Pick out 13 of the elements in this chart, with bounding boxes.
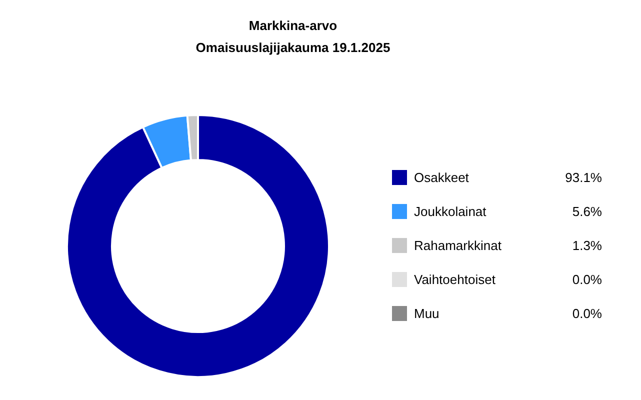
legend-label: Rahamarkkinat [414, 238, 502, 252]
chart-subtitle: Omaisuuslajijakauma 19.1.2025 [194, 40, 392, 55]
text: 0.0% [572, 272, 602, 286]
data-label: 1.3% [572, 238, 602, 252]
data-label: 5.6% [572, 204, 602, 218]
legend-label: Joukkolainat [414, 204, 488, 218]
donut-slice [66, 114, 330, 378]
chart-title: Markkina-arvo [248, 18, 338, 33]
text: 0.0% [572, 306, 602, 320]
legend-label: Vaihtoehtoiset [414, 272, 496, 286]
legend-label: Osakkeet [414, 170, 470, 184]
legend-label: Muu [414, 306, 440, 320]
data-label: 93.1% [565, 170, 602, 184]
